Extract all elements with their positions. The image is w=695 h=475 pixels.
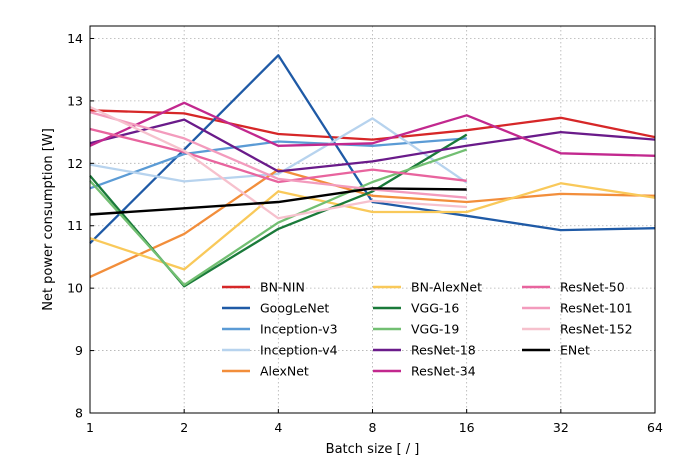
series-line-resnet-101: [89, 110, 467, 199]
x-tick-label: 16: [459, 420, 475, 435]
series-line-enet: [89, 187, 467, 216]
x-axis-title: Batch size [ / ]: [326, 442, 420, 457]
legend-label: Inception-v4: [260, 343, 338, 358]
series-line-inception-v4: [89, 117, 468, 184]
y-axis-title: Net power consumption [W]: [41, 128, 56, 311]
series-line-bn-nin: [89, 109, 656, 141]
series-line-alexnet: [89, 168, 656, 278]
y-tick-label: 12: [67, 156, 83, 171]
series-line-resnet-34: [89, 101, 656, 157]
y-tick-label: 10: [67, 281, 83, 296]
legend-label: ResNet-50: [560, 280, 625, 295]
x-tick-label: 8: [369, 420, 377, 435]
x-tick-label: 1: [86, 420, 94, 435]
legend-label: ENet: [560, 343, 590, 358]
series-line-inception-v3: [89, 137, 467, 190]
y-tick-label: 13: [67, 93, 83, 108]
legend-label: VGG-16: [411, 301, 459, 316]
series-line-resnet-50: [89, 127, 467, 184]
series-lines: [89, 54, 656, 288]
x-tick-label: 64: [647, 420, 663, 435]
x-tick-label: 2: [180, 420, 188, 435]
legend-label: BN-NIN: [260, 280, 305, 295]
y-tick-label: 8: [75, 406, 83, 421]
y-tick-label: 14: [67, 31, 83, 46]
y-tick-label: 9: [75, 343, 83, 358]
series-line-resnet-18: [89, 118, 656, 173]
x-tick-label: 32: [553, 420, 569, 435]
legend-label: ResNet-34: [411, 364, 476, 379]
series-line-vgg-19: [89, 148, 468, 287]
y-tick-label: 11: [67, 218, 83, 233]
legend-label: ResNet-152: [560, 322, 633, 337]
legend-label: ResNet-18: [411, 343, 476, 358]
x-tick-label: 4: [274, 420, 282, 435]
legend-label: GoogLeNet: [260, 301, 329, 316]
series-line-resnet-152: [89, 106, 467, 220]
legend-label: AlexNet: [260, 364, 309, 379]
legend-label: ResNet-101: [560, 301, 633, 316]
series-line-bn-alexnet: [89, 182, 656, 271]
legend: BN-NIN GoogLeNet Inception-v3 Inception-v4 A…: [222, 280, 633, 379]
legend-label: BN-AlexNet: [411, 280, 482, 295]
legend-label: Inception-v3: [260, 322, 338, 337]
legend-label: VGG-19: [411, 322, 459, 337]
